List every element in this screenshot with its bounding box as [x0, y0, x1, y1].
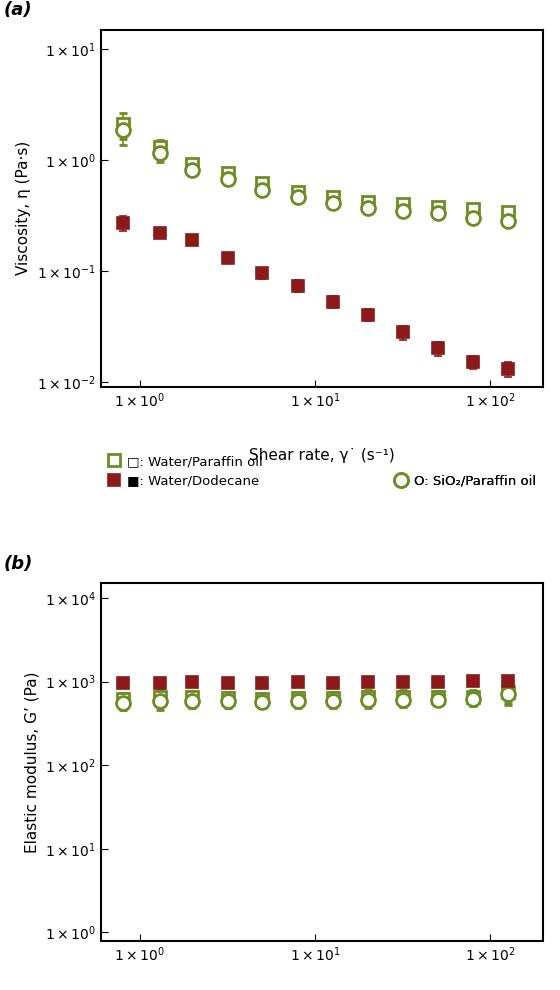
Y-axis label: Viscosity, η (Pa·s): Viscosity, η (Pa·s) [16, 142, 31, 275]
Text: (a): (a) [3, 1, 32, 19]
Y-axis label: Elastic modulus, G’ (Pa): Elastic modulus, G’ (Pa) [24, 671, 39, 852]
Legend: O: SiO₂/Paraffin oil: O: SiO₂/Paraffin oil [395, 474, 536, 487]
Text: Shear rate, γ˙ (s⁻¹): Shear rate, γ˙ (s⁻¹) [249, 447, 395, 462]
Text: (b): (b) [3, 554, 33, 573]
